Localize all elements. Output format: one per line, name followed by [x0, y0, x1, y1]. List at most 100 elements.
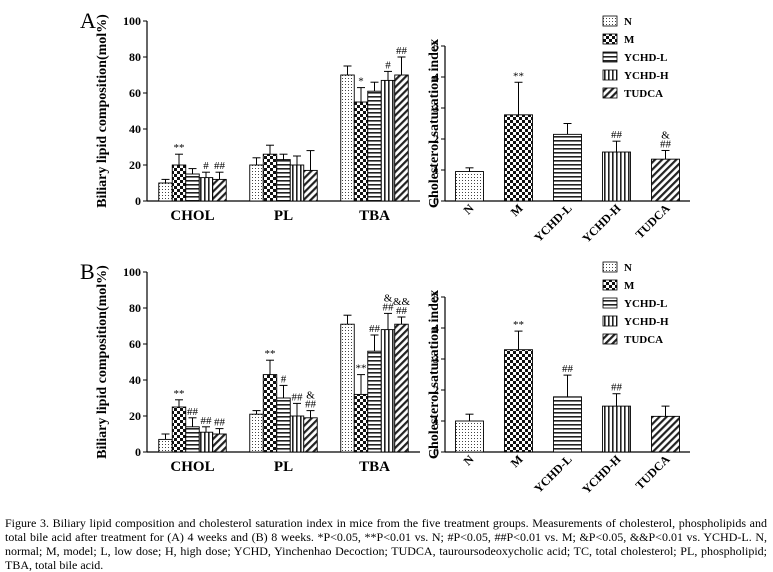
a-lipid-tba-ychd-l-bar [367, 90, 382, 202]
legend-a-swatch-n [602, 15, 618, 27]
b-lipid-tba-n-bar [340, 323, 355, 453]
b-lipid-pl-n-bar [249, 413, 264, 453]
a-csi-ychd-l-bar [553, 133, 582, 202]
a-lipid-tba-ychd-h-bar [380, 79, 396, 202]
legend-b-label-ychd-h: YCHD-H [624, 316, 669, 328]
a-csi-ytick-label-3: 3 [433, 101, 439, 115]
b-lipid-tba-ychd-h-bar [380, 329, 396, 453]
a-lipid-tba-tudca-annotation-line-0: ## [396, 45, 408, 57]
a-csi-category-n: N [461, 201, 477, 217]
legend-a-swatch-m [602, 33, 618, 45]
a-lipid-pl-ychd-l-bar [276, 159, 291, 202]
b-csi-m-annotation-line-0: ** [513, 319, 524, 331]
a-lipid-ytick-label-2: 40 [129, 122, 141, 136]
b-lipid-ytick-label-4: 80 [129, 301, 141, 315]
legend-a-label-ychd-l: YCHD-L [624, 52, 667, 64]
b-lipid-ytick-label-3: 60 [129, 337, 141, 351]
a-lipid-chol-ychd-h-bar [198, 177, 214, 202]
a-lipid-tba-tudca-bar [394, 74, 409, 202]
b-lipid-tba-ychd-l-bar [367, 350, 382, 453]
a-lipid-pl-tudca-bar [303, 169, 318, 202]
a-lipid-pl-ychd-h-bar [289, 164, 305, 202]
legend-b-swatch-ychd-l [602, 297, 618, 309]
a-lipid-tba-n-bar [340, 74, 355, 202]
a-lipid-pl-n-bar [249, 164, 264, 202]
a-csi-tudca-annotation-line-0: & [661, 129, 670, 141]
a-csi-ytick-label-5: 5 [433, 39, 439, 53]
b-lipid-pl-ychd-l-bar [276, 397, 291, 453]
a-lipid-pl-m-bar [262, 153, 278, 202]
b-csi-ytick-label-2: 2 [433, 383, 439, 397]
legend-b-swatch-n [602, 261, 618, 273]
legend-b: N M YCHD-L YCHD-H TUDCA [602, 261, 669, 346]
panel-b-lipid-chart: 0 20 40 60 80 100 Biliary lipid composition(mo… [95, 265, 420, 475]
b-lipid-ylabel: Biliary lipid composition(mol%) [95, 265, 110, 459]
b-lipid-pl-tudca-annotation-line-1: ## [305, 399, 317, 411]
a-csi-n-bar [455, 171, 484, 202]
b-csi-ychd-h-bar [602, 405, 631, 453]
a-lipid-chol-ychd-h-annotation-line-0: # [203, 160, 209, 172]
legend-b-label-m: M [624, 280, 635, 292]
b-lipid-pl-ychd-l-annotation-line-0: # [281, 373, 287, 385]
b-lipid-chol-m-annotation-line-0: ** [174, 388, 185, 400]
a-lipid-chol-n-bar [158, 182, 173, 202]
a-csi-ytick-label-1: 1 [433, 163, 439, 177]
b-lipid-tba-ychd-h-annotation-line-0: & [384, 292, 393, 304]
panel-b-label: B [80, 259, 95, 284]
a-lipid-tba-m-bar [353, 101, 369, 202]
a-csi-ytick-label-2: 2 [433, 132, 439, 146]
legend-a-label-ychd-h: YCHD-H [624, 70, 669, 82]
b-lipid-chol-n-bar [158, 438, 173, 453]
a-lipid-chol-tudca-annotation-line-0: ## [214, 160, 226, 172]
b-csi-ytick-label-5: 5 [433, 290, 439, 304]
b-lipid-pl-tudca-bar [303, 417, 318, 453]
b-lipid-tba-m-annotation-line-0: ** [356, 363, 367, 375]
legend-b-label-ychd-l: YCHD-L [624, 298, 667, 310]
b-csi-ychd-h-annotation-line-0: ## [611, 382, 623, 394]
a-csi-tudca-annotation-line-1: ## [660, 138, 672, 150]
b-lipid-category-chol: CHOL [170, 459, 214, 475]
legend-b-swatch-ychd-h [602, 315, 618, 327]
a-csi-ychd-h-annotation-line-0: ## [611, 129, 623, 141]
a-csi-ychd-h-bar [602, 151, 631, 202]
legend-a: N M YCHD-L YCHD-H TUDCA [602, 15, 669, 100]
b-lipid-pl-tudca-annotation-line-0: & [306, 390, 315, 402]
b-lipid-ytick-label-1: 20 [129, 409, 141, 423]
b-lipid-pl-ychd-h-annotation-line-0: ## [292, 391, 304, 403]
b-lipid-tba-ychd-h-annotation-line-1: ## [383, 301, 395, 313]
a-csi-category-tudca: TUDCA [633, 201, 673, 241]
legend-a-swatch-tudca [602, 87, 618, 99]
b-lipid-chol-ychd-h-bar [198, 431, 214, 453]
b-csi-category-n: N [461, 452, 477, 468]
a-lipid-ytick-label-5: 100 [123, 14, 141, 28]
legend-a-swatch-ychd-l [602, 51, 618, 63]
legend-a-label-tudca: TUDCA [624, 88, 663, 100]
legend-b-label-tudca: TUDCA [624, 334, 663, 346]
a-lipid-ytick-label-0: 0 [135, 194, 141, 208]
b-csi-n-bar [455, 420, 484, 453]
legend-a-label-m: M [624, 34, 635, 46]
b-lipid-chol-tudca-annotation-line-0: ## [214, 417, 226, 429]
panel-a-label: A [80, 8, 96, 33]
b-csi-tudca-bar [651, 415, 680, 453]
a-csi-ytick-label-0: 0 [433, 194, 439, 208]
a-csi-category-m: M [508, 201, 526, 219]
a-lipid-chol-tudca-bar [212, 178, 227, 202]
a-lipid-chol-m-annotation-line-0: ** [174, 142, 185, 154]
a-csi-m-bar [504, 114, 533, 202]
b-lipid-ytick-label-2: 40 [129, 373, 141, 387]
a-csi-ytick-label-4: 4 [433, 70, 439, 84]
panel-a-lipid-chart: 0 20 40 60 80 100 Biliary lipid composition(mo… [95, 14, 420, 224]
b-csi-ytick-label-3: 3 [433, 352, 439, 366]
b-lipid-tba-tudca-bar [394, 323, 409, 453]
b-lipid-tba-tudca-annotation-line-0: && [393, 296, 411, 308]
a-csi-ylabel: Cholesterol saturation index [427, 39, 442, 208]
figure-caption: Figure 3. Biliary lipid composition and … [5, 516, 767, 572]
a-lipid-category-chol: CHOL [170, 208, 214, 224]
a-lipid-ytick-label-3: 60 [129, 86, 141, 100]
legend-a-label-n: N [624, 16, 632, 28]
a-lipid-ylabel: Biliary lipid composition(mol%) [95, 14, 110, 208]
b-csi-ytick-label-0: 0 [433, 445, 439, 459]
b-lipid-chol-ychd-l-annotation-line-0: ## [187, 406, 199, 418]
